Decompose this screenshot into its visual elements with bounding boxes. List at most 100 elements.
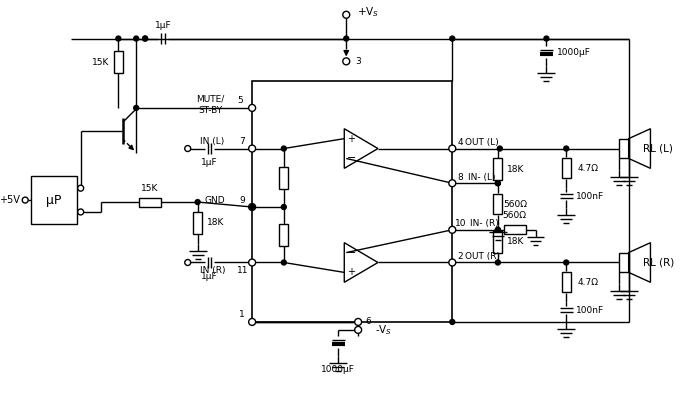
- Text: IN- (L): IN- (L): [468, 173, 496, 182]
- Text: 4.7Ω: 4.7Ω: [578, 164, 598, 173]
- Bar: [619, 139, 629, 159]
- Text: IN- (R): IN- (R): [470, 220, 498, 228]
- Text: OUT (R): OUT (R): [465, 252, 500, 261]
- Circle shape: [78, 209, 84, 215]
- Bar: [619, 253, 629, 272]
- Circle shape: [248, 318, 256, 325]
- Text: 4.7Ω: 4.7Ω: [578, 278, 598, 287]
- Circle shape: [449, 145, 456, 152]
- Bar: [193, 212, 202, 234]
- Bar: [279, 167, 288, 189]
- Circle shape: [281, 260, 286, 265]
- Text: 15K: 15K: [141, 184, 159, 193]
- Circle shape: [449, 226, 456, 233]
- Text: 8: 8: [457, 173, 463, 182]
- Circle shape: [344, 36, 349, 41]
- Text: 1μF: 1μF: [201, 158, 218, 167]
- Bar: [504, 225, 526, 234]
- Text: 18K: 18K: [206, 218, 224, 227]
- Circle shape: [355, 318, 362, 325]
- Text: GND: GND: [204, 195, 225, 205]
- Text: 1: 1: [239, 310, 245, 319]
- Circle shape: [134, 36, 139, 41]
- Circle shape: [248, 145, 256, 152]
- Text: 1000μF: 1000μF: [557, 48, 591, 57]
- Circle shape: [248, 203, 256, 210]
- Text: 7: 7: [239, 137, 245, 146]
- Text: +: +: [347, 267, 355, 277]
- Text: MUTE/: MUTE/: [197, 95, 225, 103]
- Text: 100nF: 100nF: [576, 305, 604, 315]
- Circle shape: [450, 320, 455, 325]
- Bar: [114, 51, 122, 73]
- Text: 3: 3: [356, 57, 361, 66]
- Circle shape: [250, 205, 255, 210]
- Text: 9: 9: [239, 195, 245, 205]
- Circle shape: [544, 36, 549, 41]
- Circle shape: [248, 259, 256, 266]
- Text: 1μF: 1μF: [155, 21, 172, 30]
- Text: 5: 5: [237, 96, 243, 105]
- Circle shape: [281, 205, 286, 210]
- Text: OUT (L): OUT (L): [465, 138, 499, 147]
- Bar: [494, 194, 503, 214]
- Bar: [279, 224, 288, 246]
- Text: 560Ω: 560Ω: [503, 211, 526, 220]
- Bar: [252, 81, 452, 322]
- Circle shape: [450, 36, 455, 41]
- Text: 6: 6: [365, 317, 371, 327]
- Circle shape: [185, 146, 190, 151]
- Text: RL (L): RL (L): [643, 144, 673, 154]
- Text: 10: 10: [454, 220, 466, 228]
- Circle shape: [564, 260, 568, 265]
- Circle shape: [248, 105, 256, 111]
- Text: 560Ω: 560Ω: [504, 200, 528, 208]
- Text: 11: 11: [237, 266, 248, 275]
- Bar: [562, 272, 570, 292]
- Circle shape: [449, 259, 456, 266]
- Text: −: −: [346, 154, 356, 164]
- Text: −: −: [346, 248, 356, 258]
- Circle shape: [343, 11, 350, 18]
- Text: 1000μF: 1000μF: [321, 365, 356, 374]
- Circle shape: [185, 259, 190, 266]
- Circle shape: [22, 197, 28, 203]
- Circle shape: [343, 58, 350, 65]
- Text: 18K: 18K: [507, 165, 524, 174]
- Bar: [494, 231, 503, 253]
- Text: +: +: [347, 134, 355, 144]
- Bar: [139, 198, 161, 207]
- Circle shape: [281, 146, 286, 151]
- Circle shape: [496, 181, 500, 186]
- Text: IN (R): IN (R): [199, 266, 225, 275]
- Text: 100nF: 100nF: [576, 192, 604, 200]
- Circle shape: [195, 200, 200, 205]
- Circle shape: [116, 36, 121, 41]
- Text: μP: μP: [46, 193, 62, 207]
- Text: 4: 4: [457, 138, 463, 147]
- Text: 1μF: 1μF: [201, 272, 218, 281]
- Circle shape: [449, 180, 456, 187]
- Circle shape: [564, 146, 568, 151]
- Bar: [31, 176, 77, 224]
- Text: +V$_S$: +V$_S$: [357, 5, 379, 19]
- Text: RL (R): RL (R): [643, 257, 674, 268]
- Circle shape: [78, 185, 84, 191]
- Text: -V$_S$: -V$_S$: [375, 323, 393, 337]
- Circle shape: [496, 227, 500, 232]
- Text: ST-BY: ST-BY: [198, 106, 223, 115]
- Circle shape: [496, 260, 500, 265]
- Circle shape: [355, 327, 362, 333]
- Text: 18K: 18K: [507, 237, 524, 246]
- Circle shape: [496, 181, 500, 186]
- Text: 15K: 15K: [92, 58, 109, 67]
- Bar: [494, 159, 503, 180]
- Bar: [562, 159, 570, 178]
- Circle shape: [143, 36, 148, 41]
- Text: +5V: +5V: [0, 195, 20, 205]
- Circle shape: [498, 146, 503, 151]
- Circle shape: [496, 227, 500, 232]
- Circle shape: [134, 105, 139, 110]
- Circle shape: [143, 36, 148, 41]
- Text: IN (L): IN (L): [200, 137, 225, 146]
